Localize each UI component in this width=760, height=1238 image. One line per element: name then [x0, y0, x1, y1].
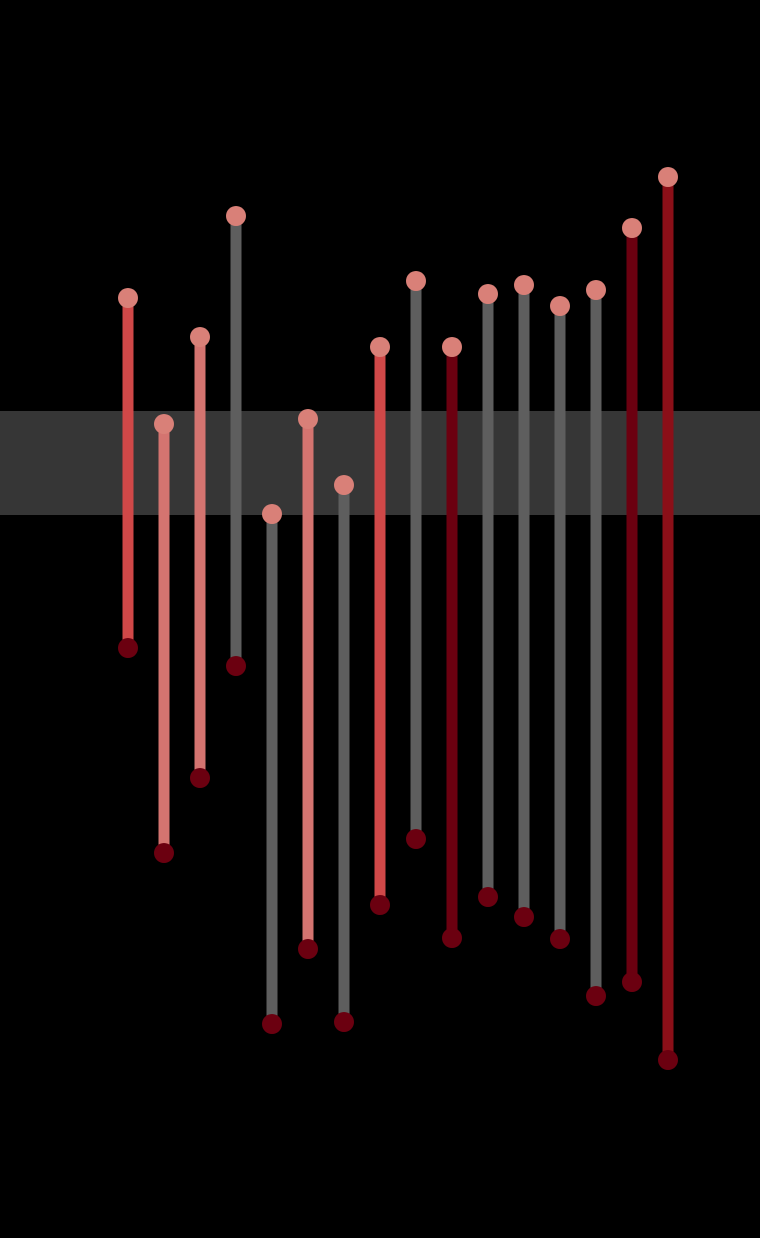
dumbbell-10 [442, 337, 462, 948]
dumbbell-9 [406, 271, 426, 849]
start-point [622, 218, 642, 238]
start-point [550, 296, 570, 316]
dumbbell-4 [226, 206, 246, 676]
start-point [334, 475, 354, 495]
dumbbell-13 [550, 296, 570, 949]
start-point [370, 337, 390, 357]
start-point [406, 271, 426, 291]
end-point [370, 895, 390, 915]
end-point [586, 986, 606, 1006]
start-point [586, 280, 606, 300]
dumbbell-15 [622, 218, 642, 992]
dumbbell-3 [190, 327, 210, 788]
dumbbell-6 [298, 409, 318, 959]
start-point [478, 284, 498, 304]
dumbbell-5 [262, 504, 282, 1034]
end-point [298, 939, 318, 959]
end-point [262, 1014, 282, 1034]
start-point [658, 167, 678, 187]
dumbbell-7 [334, 475, 354, 1032]
start-point [226, 206, 246, 226]
dumbbell-14 [586, 280, 606, 1006]
start-point [154, 414, 174, 434]
dumbbell-8 [370, 337, 390, 915]
start-point [190, 327, 210, 347]
start-point [298, 409, 318, 429]
start-point [442, 337, 462, 357]
end-point [226, 656, 246, 676]
end-point [622, 972, 642, 992]
start-point [262, 504, 282, 524]
end-point [478, 887, 498, 907]
end-point [658, 1050, 678, 1070]
dumbbell-12 [514, 275, 534, 927]
dumbbell-11 [478, 284, 498, 907]
end-point [406, 829, 426, 849]
dumbbell-1 [118, 288, 138, 658]
start-point [514, 275, 534, 295]
end-point [190, 768, 210, 788]
end-point [118, 638, 138, 658]
end-point [442, 928, 462, 948]
end-point [514, 907, 534, 927]
end-point [550, 929, 570, 949]
start-point [118, 288, 138, 308]
dumbbell-16 [658, 167, 678, 1070]
end-point [154, 843, 174, 863]
end-point [334, 1012, 354, 1032]
dumbbell-2 [154, 414, 174, 863]
